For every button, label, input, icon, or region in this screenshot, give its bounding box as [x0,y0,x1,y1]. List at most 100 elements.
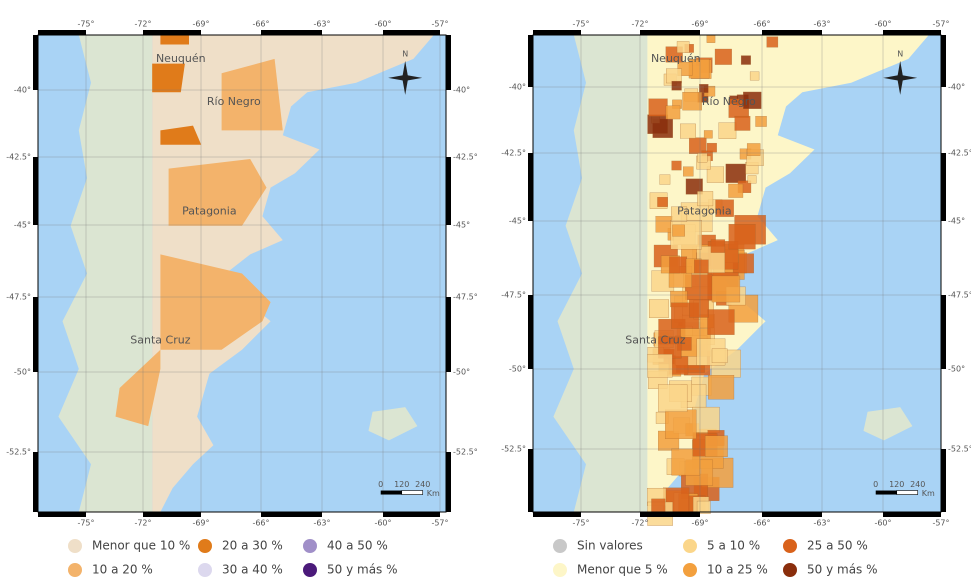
lon-label: -66° [753,20,770,29]
region [708,375,735,400]
region [714,48,732,65]
region [659,174,671,185]
scale-label: 240 [910,480,925,489]
region [743,91,762,109]
lon-label: -66° [252,20,269,29]
region [703,130,713,139]
legend-swatch [553,563,567,577]
lon-label: -60° [374,20,391,29]
lat-label: -42.5° [6,153,31,162]
legend-swatch [553,539,567,553]
chile-land [553,35,648,512]
legend-swatch [783,563,797,577]
lon-label: -60° [874,20,891,29]
region [672,224,685,237]
north-label: N [402,49,408,58]
frame-bar [762,30,822,35]
north-arrow [388,74,423,81]
region [710,239,726,253]
lon-label: -75° [572,20,589,29]
falklands [863,407,913,441]
frame-bar [533,512,581,517]
place-label: Patagonia [677,204,731,217]
legend-label: 25 a 50 % [807,539,868,553]
region [707,309,735,335]
lon-label: -69° [691,519,708,528]
place-label: Neuquén [156,52,206,65]
lon-label: -57° [431,20,448,29]
place-label: Santa Cruz [625,333,685,346]
lat-label: -40° [14,86,31,95]
lat-label: -50° [948,365,965,374]
frame-bar [446,297,451,372]
lon-label: -75° [77,519,94,528]
region [699,84,709,93]
frame-bar [261,512,322,517]
region [711,275,741,303]
scale-bar [380,490,402,495]
region [718,122,737,139]
region [665,409,697,439]
region [749,71,760,81]
frame-bar [640,30,700,35]
frame-bar [33,157,38,225]
region [152,63,185,93]
region [694,259,709,274]
map-panel: -75° -75° -72° -72° -69° -69° -66° -66° -63° -63°… [6,20,478,577]
region [728,224,756,250]
region [665,105,681,120]
lon-label: -72° [631,519,648,528]
region [725,163,747,183]
lon-label: -72° [134,519,151,528]
region [704,435,728,457]
lat-label: -47.5° [453,293,478,302]
frame-bar [33,452,38,512]
region [680,123,696,139]
legend-swatch [683,539,697,553]
legend-swatch [783,539,797,553]
scale-label: 120 [394,480,409,489]
region [651,498,666,512]
frame-bar [33,297,38,372]
region [168,159,267,226]
region [647,354,673,378]
legend-swatch [303,539,317,553]
region [671,160,682,171]
region [671,206,688,222]
lat-label: -52.5° [948,445,971,454]
lon-label: -72° [134,20,151,29]
region [666,68,682,84]
lon-label: -60° [874,519,891,528]
lat-label: -40° [948,83,965,92]
lat-label: -47.5° [6,293,31,302]
region [706,34,716,43]
place-label: Santa Cruz [130,333,190,346]
region [671,80,682,91]
legend-swatch [683,563,697,577]
scale-bar [875,490,897,495]
legend-label: Menor que 5 % [577,563,668,577]
lon-label: -63° [313,519,330,528]
map-panel: -75° -75° -72° -72° -69° -69° -66° -66° -63° -63°… [501,20,971,577]
region [740,55,751,65]
lat-label: -45° [948,217,965,226]
lon-label: -63° [813,20,830,29]
region [689,299,709,318]
region [706,166,725,183]
region [715,199,734,217]
region [696,500,711,514]
north-label: N [897,49,903,58]
lon-label: -75° [572,519,589,528]
lat-label: -40° [453,86,470,95]
lat-label: -45° [509,217,526,226]
scale-bar [896,490,919,495]
frame-bar [143,512,201,517]
region [683,166,694,177]
scale-bar [401,490,424,495]
lon-label: -66° [252,519,269,528]
legend-label: 40 a 50 % [327,539,388,553]
frame [37,34,447,513]
legend-label: Menor que 10 % [92,539,190,553]
lon-label: -69° [192,519,209,528]
lat-label: -52.5° [453,448,478,457]
